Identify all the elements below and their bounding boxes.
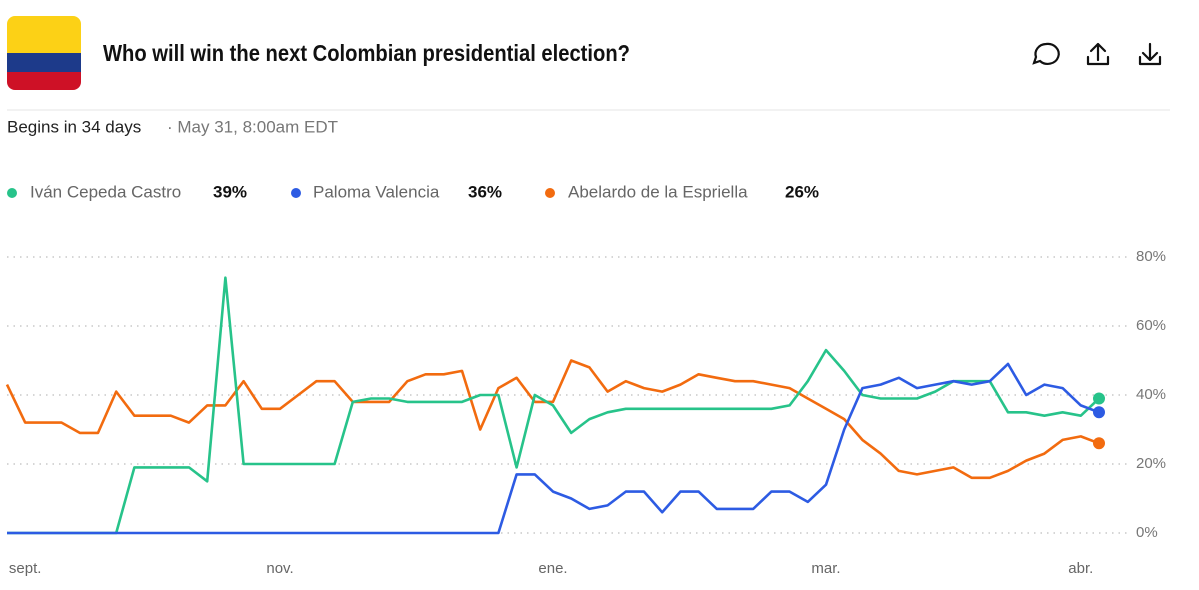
x-tick-label: nov. [266,560,293,577]
end-dot [1093,437,1105,450]
x-tick-label: mar. [811,560,840,577]
y-tick-label: 0% [1136,524,1158,541]
start-date: · May 31, 8:00am EDT [167,117,338,136]
x-tick-label: sept. [9,560,42,577]
share-icon[interactable] [1086,42,1110,66]
title: Who will win the next Colombian presiden… [103,40,630,66]
legend-value: 39% [213,182,247,201]
flag [7,16,81,90]
x-tick-label: ene. [538,560,567,577]
y-tick-label: 60% [1136,317,1166,334]
download-icon[interactable] [1138,42,1162,66]
chart: 0% 20% 40% 60% 80% sept. nov. ene. mar. abr. Abela… [5,182,1166,577]
legend-value: 26% [785,182,819,201]
y-tick-label: 20% [1136,455,1166,472]
y-tick-label: 40% [1136,386,1166,403]
series-line [5,359,1100,480]
end-dot [1093,392,1105,405]
legend-name: Paloma Valencia [313,182,440,201]
legend-dot [291,188,301,198]
series-line [7,276,1100,535]
comment-icon[interactable] [1032,42,1060,65]
legend-dot [7,188,17,198]
legend-dot [545,188,555,198]
status: Begins in 34 days [7,117,141,136]
legend-name: Abelardo de la Espriella [568,182,748,201]
legend-name: Iván Cepeda Castro [30,182,181,201]
x-tick-label: abr. [1068,560,1093,577]
end-dot [1093,406,1105,419]
y-tick-label: 80% [1136,248,1166,265]
legend-value: 36% [468,182,502,201]
series-line [7,362,1100,535]
